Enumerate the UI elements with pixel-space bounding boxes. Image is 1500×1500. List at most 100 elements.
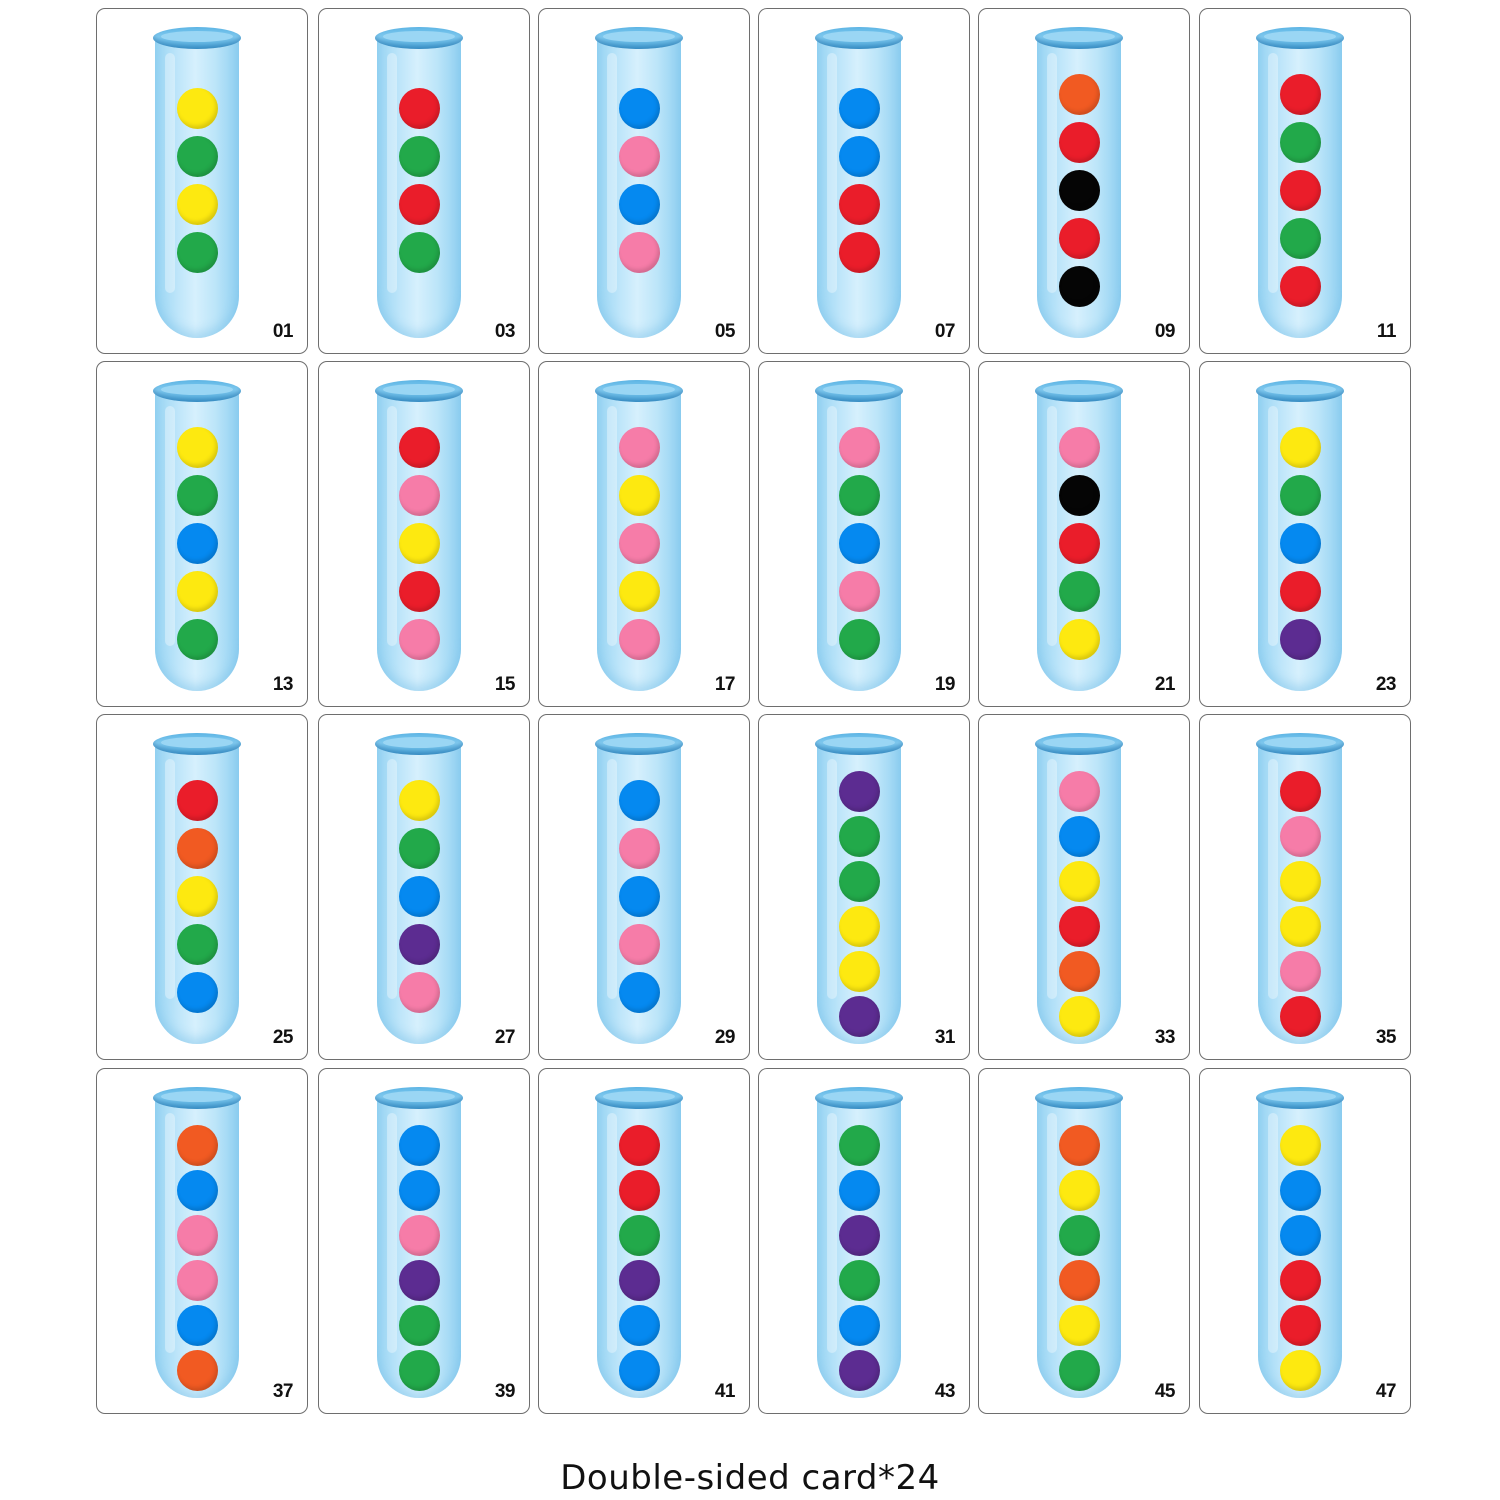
card-number: 27	[494, 1027, 516, 1048]
red-ball	[1280, 1260, 1321, 1301]
puzzle-card: 39	[318, 1068, 530, 1414]
pink-ball	[399, 475, 440, 516]
blue-ball	[1059, 816, 1100, 857]
pink-ball	[839, 427, 880, 468]
yellow-ball	[1059, 1305, 1100, 1346]
blue-ball	[619, 780, 660, 821]
blue-ball	[619, 876, 660, 917]
green-ball	[1059, 1215, 1100, 1256]
orange-ball	[1059, 1260, 1100, 1301]
pink-ball	[619, 427, 660, 468]
card-number: 21	[1154, 674, 1176, 695]
card-number: 43	[934, 1381, 956, 1402]
yellow-ball	[839, 951, 880, 992]
yellow-ball	[1059, 619, 1100, 660]
blue-ball	[1280, 1215, 1321, 1256]
pink-ball	[1059, 427, 1100, 468]
green-ball	[839, 1125, 880, 1166]
card-number: 15	[494, 674, 516, 695]
blue-ball	[399, 1170, 440, 1211]
yellow-ball	[177, 876, 218, 917]
green-ball	[1059, 571, 1100, 612]
orange-ball	[1059, 1125, 1100, 1166]
yellow-ball	[1280, 906, 1321, 947]
tube-opening	[1256, 380, 1344, 402]
card-number: 39	[494, 1381, 516, 1402]
tube-opening	[595, 27, 683, 49]
card-number: 03	[494, 321, 516, 342]
card-number: 45	[1154, 1381, 1176, 1402]
orange-ball	[1059, 951, 1100, 992]
blue-ball	[1280, 1170, 1321, 1211]
card-number: 47	[1375, 1381, 1397, 1402]
card-number: 11	[1376, 321, 1397, 342]
yellow-ball	[399, 780, 440, 821]
blue-ball	[619, 184, 660, 225]
card-number: 33	[1154, 1027, 1176, 1048]
red-ball	[399, 184, 440, 225]
blue-ball	[619, 972, 660, 1013]
pink-ball	[619, 619, 660, 660]
red-ball	[1280, 170, 1321, 211]
card-number: 35	[1375, 1027, 1397, 1048]
red-ball	[399, 427, 440, 468]
green-ball	[177, 232, 218, 273]
blue-ball	[839, 88, 880, 129]
tube-opening	[1035, 380, 1123, 402]
pink-ball	[619, 924, 660, 965]
red-ball	[1280, 74, 1321, 115]
puzzle-card: 11	[1199, 8, 1411, 354]
card-number: 31	[934, 1027, 956, 1048]
green-ball	[399, 232, 440, 273]
card-grid: 01 03 05 07 09 11 13 15 17 19 21 23 25 27 29 31 33 35 37 39…	[96, 8, 1411, 1414]
red-ball	[177, 780, 218, 821]
tube-opening	[375, 733, 463, 755]
red-ball	[839, 184, 880, 225]
puzzle-card: 41	[538, 1068, 750, 1414]
black-ball	[1059, 475, 1100, 516]
purple-ball	[399, 924, 440, 965]
yellow-ball	[1280, 861, 1321, 902]
card-number: 29	[714, 1027, 736, 1048]
puzzle-card: 03	[318, 8, 530, 354]
puzzle-card: 23	[1199, 361, 1411, 707]
pink-ball	[619, 232, 660, 273]
puzzle-card: 09	[978, 8, 1190, 354]
puzzle-card: 27	[318, 714, 530, 1060]
yellow-ball	[177, 571, 218, 612]
orange-ball	[177, 1125, 218, 1166]
card-number: 09	[1154, 321, 1176, 342]
tube-opening	[815, 27, 903, 49]
green-ball	[399, 1305, 440, 1346]
blue-ball	[177, 523, 218, 564]
blue-ball	[619, 1350, 660, 1391]
puzzle-card: 31	[758, 714, 970, 1060]
blue-ball	[177, 1170, 218, 1211]
pink-ball	[399, 1215, 440, 1256]
yellow-ball	[1280, 1350, 1321, 1391]
tube-opening	[595, 733, 683, 755]
card-number: 19	[934, 674, 956, 695]
pink-ball	[1280, 951, 1321, 992]
puzzle-card: 29	[538, 714, 750, 1060]
yellow-ball	[177, 88, 218, 129]
tube-opening	[153, 1087, 241, 1109]
pink-ball	[619, 828, 660, 869]
puzzle-card: 13	[96, 361, 308, 707]
tube-opening	[595, 380, 683, 402]
yellow-ball	[177, 427, 218, 468]
card-number: 41	[714, 1381, 736, 1402]
tube-opening	[1035, 733, 1123, 755]
tube-opening	[1256, 1087, 1344, 1109]
footer-caption: Double-sided card*24	[560, 1458, 940, 1498]
puzzle-card: 47	[1199, 1068, 1411, 1414]
green-ball	[839, 619, 880, 660]
green-ball	[399, 1350, 440, 1391]
puzzle-card: 01	[96, 8, 308, 354]
tube-opening	[153, 380, 241, 402]
green-ball	[839, 475, 880, 516]
yellow-ball	[839, 906, 880, 947]
pink-ball	[177, 1215, 218, 1256]
tube-opening	[375, 27, 463, 49]
yellow-ball	[1280, 1125, 1321, 1166]
